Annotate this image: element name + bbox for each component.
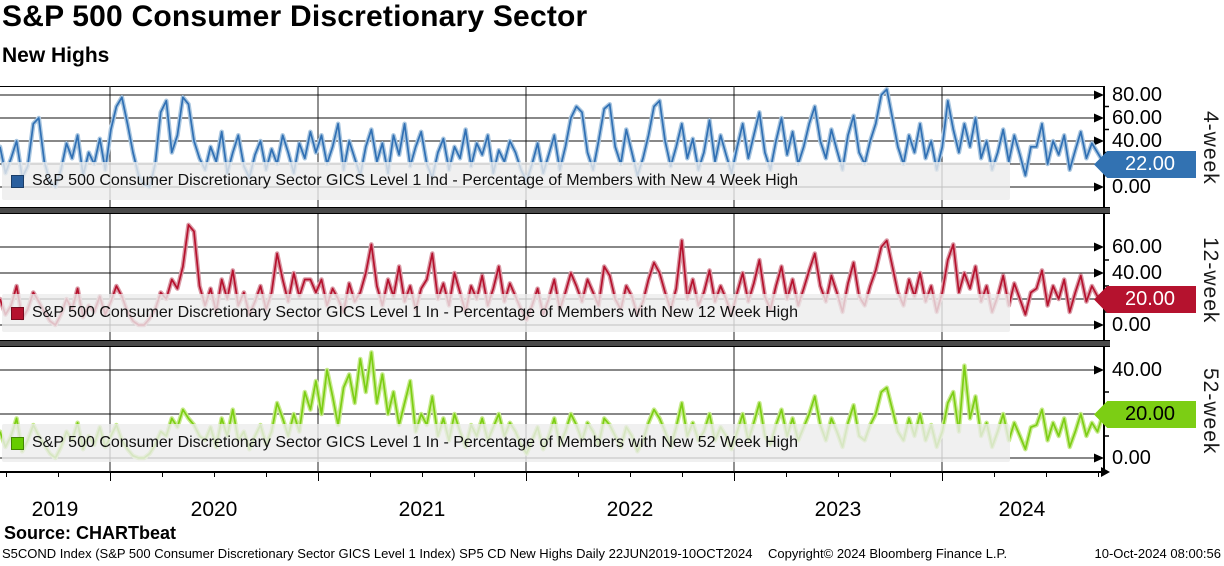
ytick-12week-40: 40.00 bbox=[1112, 262, 1163, 284]
legend-marker-12week bbox=[11, 306, 24, 320]
chart-top-border bbox=[0, 86, 1104, 87]
panel-separator bbox=[0, 340, 1110, 347]
legend-label-52week: S&P 500 Consumer Discretionary Sector GI… bbox=[32, 434, 798, 451]
x-label-2021: 2021 bbox=[398, 498, 446, 521]
last-value-badge-12week: 20.00 bbox=[1094, 286, 1196, 313]
panel-separator bbox=[0, 207, 1110, 214]
footer-datetime: 10-Oct-2024 08:00:56 bbox=[1094, 546, 1221, 561]
footer-copyright: Copyright© 2024 Bloomberg Finance L.P. bbox=[768, 546, 1008, 561]
panel-label-12week: 12-week bbox=[1199, 236, 1222, 324]
ytick-12week-0: 0.00 bbox=[1112, 314, 1151, 336]
page-subtitle: New Highs bbox=[2, 44, 110, 67]
ytick-4week-40: 40.00 bbox=[1112, 130, 1163, 152]
legend-marker-4week bbox=[11, 174, 24, 188]
legend-52week: S&P 500 Consumer Discretionary Sector GI… bbox=[2, 424, 1010, 462]
x-label-2024: 2024 bbox=[998, 498, 1046, 521]
x-label-2023: 2023 bbox=[814, 498, 862, 521]
panel-label-4week: 4-week bbox=[1199, 111, 1222, 185]
panel-label-52week: 52-week bbox=[1199, 367, 1222, 455]
right-y-axis-line bbox=[1103, 86, 1105, 472]
x-label-2022: 2022 bbox=[606, 498, 654, 521]
page-title: S&P 500 Consumer Discretionary Sector bbox=[2, 0, 588, 33]
ytick-12week-60: 60.00 bbox=[1112, 236, 1163, 258]
source-line: Source: CHARTbeat bbox=[4, 523, 177, 543]
legend-12week: S&P 500 Consumer Discretionary Sector GI… bbox=[2, 294, 1010, 332]
ytick-4week-60: 60.00 bbox=[1112, 107, 1163, 129]
legend-4week: S&P 500 Consumer Discretionary Sector GI… bbox=[2, 162, 1010, 200]
x-label-2019: 2019 bbox=[31, 498, 79, 521]
ytick-52week-0: 0.00 bbox=[1112, 447, 1151, 469]
ytick-4week-80: 80.00 bbox=[1112, 84, 1163, 106]
x-axis-line bbox=[0, 471, 1105, 473]
legend-label-4week: S&P 500 Consumer Discretionary Sector GI… bbox=[32, 172, 798, 189]
legend-label-12week: S&P 500 Consumer Discretionary Sector GI… bbox=[32, 304, 798, 321]
last-value-badge-52week: 20.00 bbox=[1094, 401, 1196, 428]
footer-index-description: S5COND Index (S&P 500 Consumer Discretio… bbox=[2, 546, 753, 561]
ytick-4week-0: 0.00 bbox=[1112, 176, 1151, 198]
x-axis-arrow-icon bbox=[1101, 467, 1110, 477]
x-label-2020: 2020 bbox=[190, 498, 238, 521]
legend-marker-52week bbox=[11, 436, 24, 450]
last-value-badge-4week: 22.00 bbox=[1094, 151, 1196, 178]
ytick-52week-40: 40.00 bbox=[1112, 359, 1163, 381]
